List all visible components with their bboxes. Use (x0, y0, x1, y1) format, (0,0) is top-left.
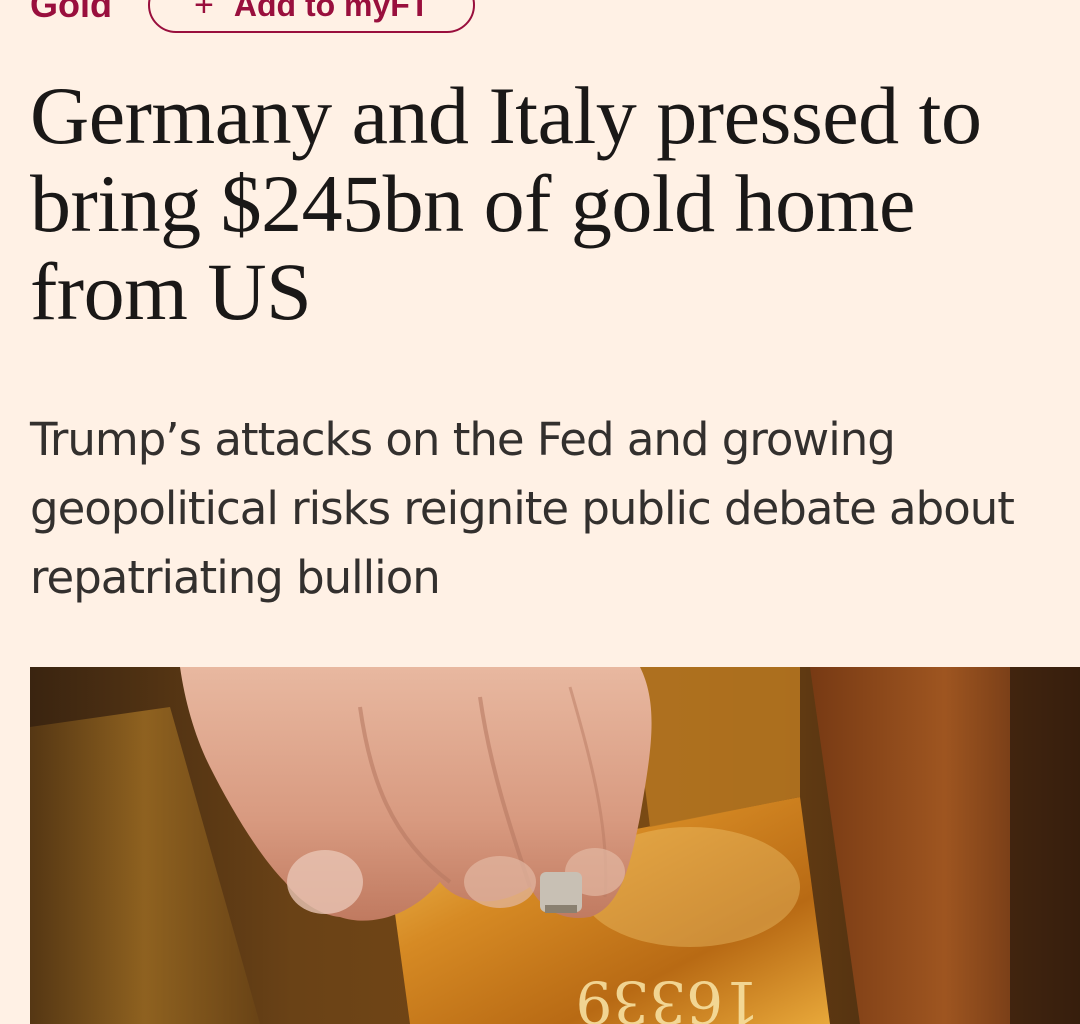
plus-icon: + (193, 0, 214, 24)
article-standfirst: Trump’s attacks on the Fed and growing g… (30, 413, 1015, 604)
article-headline: Germany and Italy pressed to bring $245b… (30, 70, 982, 337)
gold-bar-engraving: 16339 (575, 968, 760, 1024)
topic-row: Gold + Add to myFT (30, 0, 476, 34)
main-gold-bar (390, 797, 830, 1024)
stamp-tool (540, 872, 582, 912)
left-gold-bar (30, 707, 260, 1024)
add-to-myft-label: Add to myFT (233, 0, 430, 23)
hero-image: 16339 (30, 667, 1080, 1024)
add-to-myft-button[interactable]: + Add to myFT (147, 0, 476, 33)
hand-illustration (180, 667, 652, 921)
svg-text:16339: 16339 (575, 968, 760, 1024)
topic-link-gold[interactable]: Gold (30, 0, 112, 25)
